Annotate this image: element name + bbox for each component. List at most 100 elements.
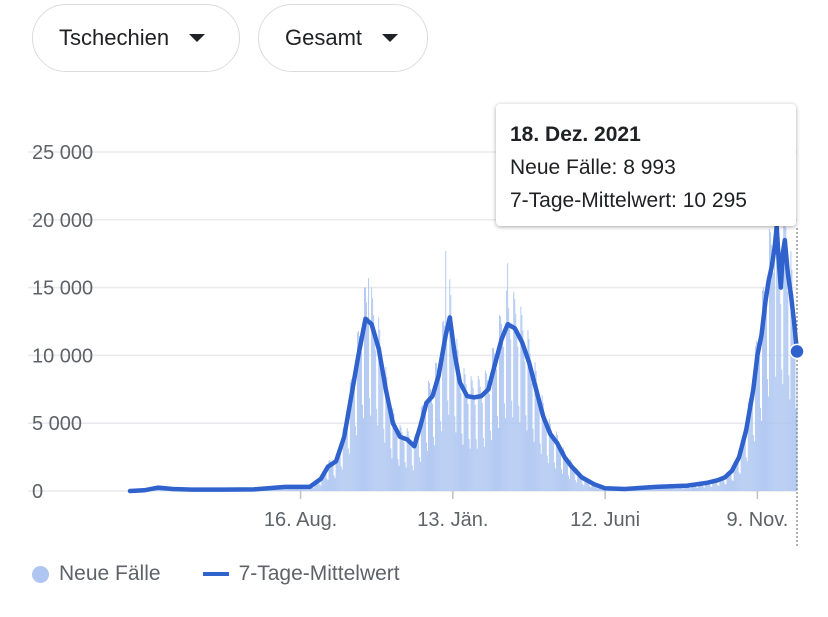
daily-case-bar (743, 436, 745, 491)
daily-case-bar (489, 430, 491, 491)
daily-case-bar (340, 466, 342, 491)
daily-case-bar (787, 291, 789, 491)
daily-case-bar (523, 344, 525, 491)
daily-case-bar (480, 394, 482, 491)
hover-point-marker (789, 343, 805, 360)
daily-case-bar (450, 295, 452, 491)
daily-case-bar (430, 389, 431, 491)
daily-case-bar (516, 328, 518, 491)
daily-case-bar (405, 467, 407, 491)
daily-case-bar (724, 483, 726, 491)
daily-case-bar (371, 287, 373, 491)
daily-case-bar (752, 435, 754, 491)
daily-case-bar (522, 330, 524, 491)
daily-case-bar (510, 339, 512, 491)
daily-case-bar (698, 482, 699, 491)
metric-filter-dropdown[interactable]: Gesamt (258, 4, 428, 72)
daily-case-bar (786, 258, 788, 491)
daily-case-bar (789, 399, 791, 491)
daily-case-bar (751, 402, 753, 491)
daily-case-bar (691, 483, 693, 491)
daily-case-bar (653, 488, 655, 491)
daily-case-bar (777, 198, 779, 491)
daily-case-bar (527, 330, 529, 491)
daily-case-bar (445, 250, 447, 491)
daily-case-bar (764, 291, 765, 491)
daily-case-bar (754, 346, 756, 491)
daily-case-bar (765, 297, 766, 491)
daily-case-bar (567, 463, 569, 491)
daily-case-bar (469, 448, 471, 491)
daily-case-bar (305, 488, 307, 491)
daily-case-bar (318, 481, 320, 491)
daily-case-bar (769, 229, 771, 492)
daily-case-bar (428, 380, 429, 491)
daily-case-bar (758, 356, 760, 491)
daily-case-bar (427, 450, 428, 491)
daily-case-bar (486, 380, 488, 491)
daily-case-bar (452, 337, 454, 491)
daily-case-bar (596, 487, 598, 491)
daily-case-bar (393, 413, 395, 491)
daily-case-bar (374, 331, 376, 491)
daily-case-bar (570, 459, 572, 491)
daily-case-bar (315, 480, 317, 491)
daily-case-bar (702, 484, 704, 491)
daily-case-bar (485, 373, 487, 491)
daily-case-bar (712, 479, 714, 491)
daily-case-bar (550, 429, 552, 491)
daily-case-bar (332, 465, 334, 491)
daily-case-bar (534, 362, 536, 491)
daily-case-bar (745, 457, 747, 491)
daily-case-bar (537, 395, 539, 491)
daily-case-bar (721, 477, 723, 491)
daily-case-bar (461, 433, 463, 491)
daily-case-bar (660, 488, 662, 491)
daily-case-bar (479, 386, 481, 491)
daily-case-bar (414, 434, 416, 491)
daily-case-bar (284, 489, 286, 491)
country-filter-dropdown[interactable]: Tschechien (32, 4, 240, 72)
daily-case-bar (692, 484, 694, 491)
daily-case-bar (455, 432, 457, 491)
daily-case-bar (498, 427, 499, 491)
daily-case-bar (390, 448, 392, 491)
daily-case-bar (316, 480, 318, 491)
daily-case-bar (573, 468, 575, 491)
daily-case-bar (690, 483, 692, 491)
daily-case-bar (782, 384, 784, 491)
daily-case-bar (773, 272, 775, 491)
daily-case-bar (714, 479, 716, 491)
daily-case-bar (365, 287, 366, 491)
daily-case-bar (431, 395, 432, 491)
daily-case-bar (314, 481, 316, 491)
daily-case-bar (507, 263, 509, 491)
daily-case-bar (524, 361, 526, 491)
daily-case-bar (398, 465, 400, 491)
daily-case-bar (467, 403, 469, 491)
daily-case-bar (517, 346, 519, 491)
daily-case-bar (410, 447, 412, 491)
daily-case-bar (688, 487, 690, 491)
seven-day-average-line (127, 224, 800, 494)
daily-case-bar (337, 451, 339, 491)
daily-case-bar (583, 485, 585, 491)
daily-case-bar (545, 429, 547, 491)
legend-cases-swatch (32, 565, 49, 583)
daily-case-bar (661, 489, 663, 491)
daily-case-bar (412, 470, 414, 491)
daily-case-bar (535, 370, 537, 491)
daily-case-bar (785, 227, 787, 491)
daily-case-bar (536, 383, 538, 491)
legend-average-label: 7-Tage-Mittelwert (238, 562, 400, 585)
daily-case-bar (382, 381, 384, 491)
chevron-down-icon (189, 34, 206, 42)
daily-case-bar (793, 318, 795, 491)
daily-case-bar (404, 462, 406, 491)
daily-case-bar (576, 482, 578, 491)
daily-case-bar (290, 488, 292, 491)
daily-case-bar (456, 338, 458, 491)
daily-case-bar (741, 437, 743, 491)
daily-case-bar (487, 387, 489, 491)
